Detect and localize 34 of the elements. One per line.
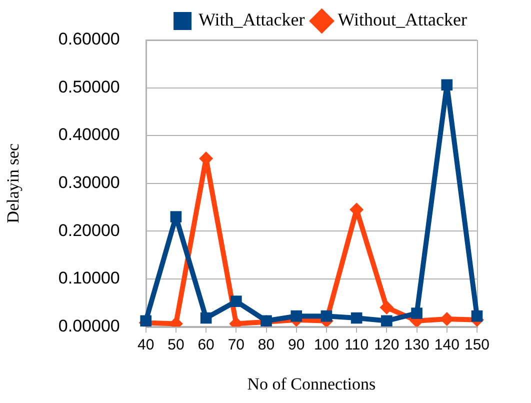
point	[441, 79, 453, 91]
x-tick-label: 70	[228, 336, 245, 354]
x-tick-label: 120	[374, 336, 400, 354]
x-tick-label: 80	[258, 336, 275, 354]
x-axis-title: No of Connections	[247, 374, 376, 394]
y-axis-title: Delayin sec	[4, 142, 23, 224]
point	[471, 310, 483, 322]
point	[380, 300, 394, 314]
x-tick-label: 90	[288, 336, 305, 354]
y-tick-label: 0.50000	[58, 77, 120, 96]
x-tick-label: 110	[344, 336, 369, 354]
x-tick-label: 50	[168, 336, 184, 354]
point	[230, 296, 242, 307]
x-tick-label: 100	[314, 336, 339, 354]
legend-label: Without_Attacker	[338, 10, 468, 30]
x-tick-label: 150	[464, 336, 490, 354]
point	[170, 211, 182, 222]
y-tick-label: 0.10000	[58, 268, 120, 288]
point	[381, 315, 392, 327]
y-tick-label: 0.60000	[58, 30, 120, 49]
x-tick-label: 130	[404, 336, 430, 354]
y-tick-label: 0.20000	[58, 220, 120, 240]
y-tick-label: 0.00000	[58, 316, 120, 336]
point	[290, 310, 302, 322]
point	[200, 312, 212, 324]
point	[350, 312, 362, 324]
legend-label: With_Attacker	[198, 10, 305, 30]
x-tick-label: 60	[198, 336, 214, 354]
point	[411, 308, 422, 319]
y-tick-label: 0.30000	[58, 172, 120, 192]
point	[320, 310, 332, 322]
x-tick-label: 140	[434, 336, 460, 354]
y-tick-label: 0.40000	[58, 125, 120, 144]
x-tick-label: 40	[138, 336, 154, 354]
